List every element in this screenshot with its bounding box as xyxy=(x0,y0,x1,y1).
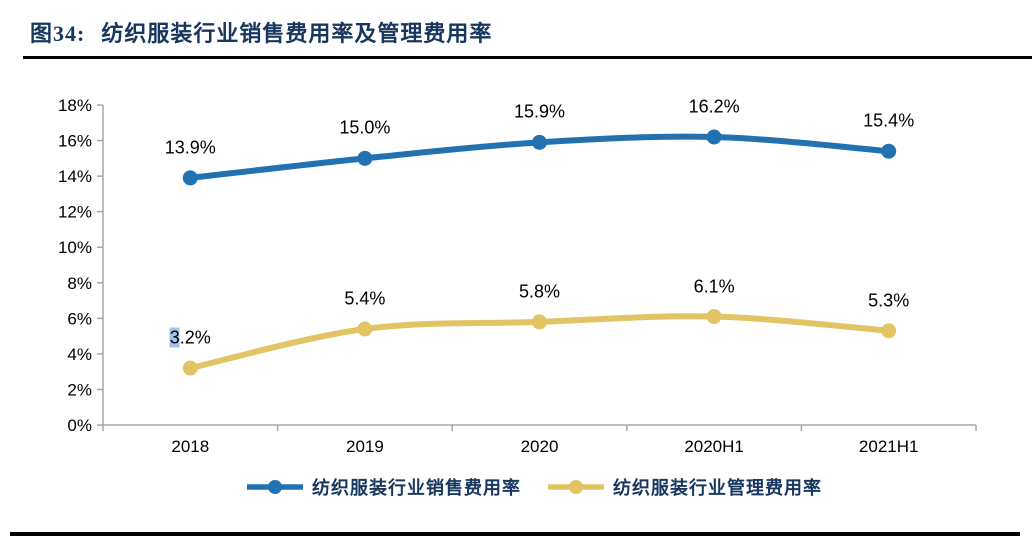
series-0-marker xyxy=(706,129,722,145)
series-1-marker xyxy=(881,323,897,339)
y-axis-tick-label: 8% xyxy=(67,274,92,293)
x-axis-tick-label: 2019 xyxy=(346,437,384,456)
series-0-marker xyxy=(532,134,547,150)
y-axis-tick-label: 14% xyxy=(58,167,92,186)
series-1-marker xyxy=(532,314,547,330)
y-axis-tick-label: 6% xyxy=(67,309,92,328)
chart-area: 0% 2% 4% 6% 8% 10% 12% 14% 16% 18% 2018 2019 2020 202… xyxy=(0,70,1032,480)
x-axis-tick-label: 2018 xyxy=(171,437,209,456)
chart-legend: 纺织服装行业销售费用率 纺织服装行业管理费用率 xyxy=(0,471,1032,503)
series-1-marker xyxy=(706,309,722,325)
x-axis-tick-label: 2021H1 xyxy=(859,437,919,456)
x-axis-tick-label: 2020H1 xyxy=(684,437,744,456)
y-axis-tick-label: 18% xyxy=(58,96,92,115)
y-axis-tick-label: 10% xyxy=(58,238,92,257)
legend-item-sales-expense: 纺织服装行业销售费用率 xyxy=(246,474,521,500)
title-divider-rule xyxy=(23,56,1032,59)
y-axis-tick-label: 12% xyxy=(58,203,92,222)
legend-swatch-sales-icon xyxy=(247,480,303,494)
y-axis-tick-label: 2% xyxy=(67,380,92,399)
series-1-marker xyxy=(357,321,373,337)
bottom-divider-rule xyxy=(10,532,1020,536)
series-0-marker xyxy=(881,143,897,159)
legend-item-admin-expense: 纺织服装行业管理费用率 xyxy=(547,474,822,500)
figure-title-text: 纺织服装行业销售费用率及管理费用率 xyxy=(101,21,493,46)
series-0-marker xyxy=(357,150,373,166)
x-axis-tick-label: 2020 xyxy=(521,437,559,456)
legend-label-admin-expense: 纺织服装行业管理费用率 xyxy=(613,478,822,498)
y-axis-tick-label: 16% xyxy=(58,132,92,151)
line-chart: 0% 2% 4% 6% 8% 10% 12% 14% 16% 18% 2018 2019 2020 202… xyxy=(58,96,977,456)
series-1-marker xyxy=(182,360,198,376)
legend-swatch-admin-icon xyxy=(548,480,604,494)
y-axis-tick-label: 0% xyxy=(67,416,92,435)
y-axis-tick-label: 4% xyxy=(67,345,92,364)
figure-title: 图34: 纺织服装行业销售费用率及管理费用率 xyxy=(30,16,492,48)
series-0-marker xyxy=(182,170,198,186)
legend-label-sales-expense: 纺织服装行业销售费用率 xyxy=(312,478,521,498)
figure-number: 图34: xyxy=(30,21,86,46)
